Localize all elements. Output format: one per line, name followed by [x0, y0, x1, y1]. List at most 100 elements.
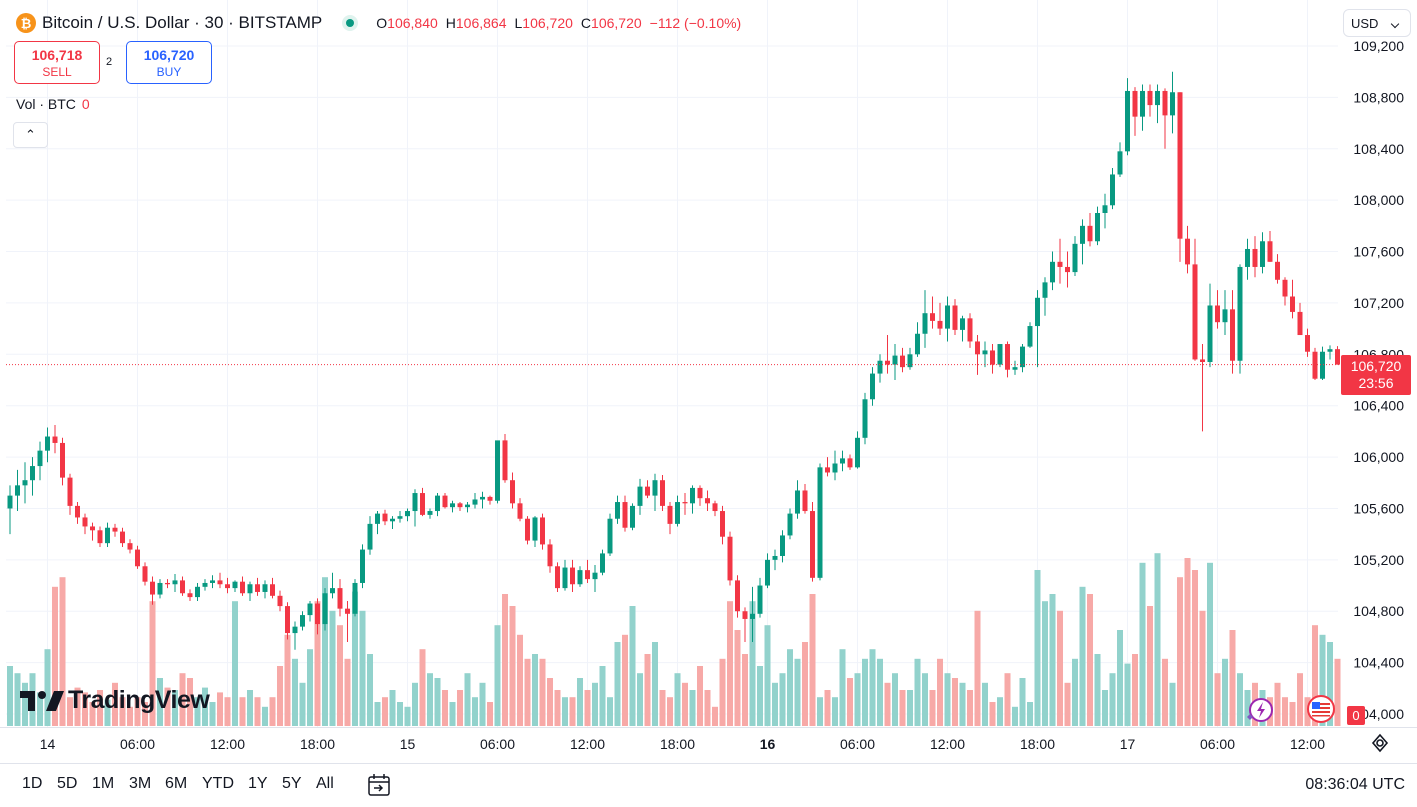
volume-bar: [442, 690, 448, 726]
candle-body: [1237, 266, 1243, 361]
volume-bar: [217, 692, 223, 726]
candle-body: [1065, 266, 1070, 273]
volume-bar: [982, 682, 988, 726]
timeframe-1m[interactable]: 1M: [92, 775, 115, 792]
volume-bar: [1132, 654, 1138, 726]
volume-bar: [937, 658, 943, 726]
volume-value-tag: 0: [1347, 706, 1365, 725]
price-tick-label: 107,200: [1353, 295, 1404, 311]
volume-bar: [89, 702, 96, 726]
volume-bar: [749, 601, 756, 726]
volume-bar: [989, 702, 996, 726]
candle-body: [127, 543, 133, 550]
candle-body: [532, 517, 538, 541]
tradingview-logo-icon: [20, 690, 64, 711]
volume-bar: [652, 642, 658, 726]
volume-legend[interactable]: Vol · BTC 0: [16, 96, 90, 112]
buy-button[interactable]: 106,720 BUY: [126, 41, 212, 84]
us-flag-icon[interactable]: [1307, 695, 1335, 723]
timeframe-1y[interactable]: 1Y: [248, 775, 268, 792]
volume-bar: [434, 678, 441, 726]
candle-body: [600, 553, 605, 573]
candle-body: [150, 581, 155, 595]
candle-body: [615, 502, 620, 519]
price-tick-label: 106,400: [1353, 398, 1404, 414]
candle-body: [67, 477, 73, 506]
bottom-toolbar: 1D 5D 1M 3M 6M YTD 1Y 5Y All 08:36:04 UT…: [0, 763, 1417, 807]
sell-button[interactable]: 106,718 SELL: [14, 41, 100, 84]
go-to-date-icon[interactable]: [366, 772, 392, 798]
volume-bar: [149, 601, 156, 726]
utc-clock[interactable]: 08:36:04 UTC: [1305, 776, 1405, 793]
candle-body: [720, 511, 725, 537]
volume-bar: [44, 649, 51, 726]
candle-body: [1050, 261, 1055, 283]
candle-body: [892, 355, 898, 365]
time-tick-label: 12:00: [1290, 736, 1325, 752]
candle-body: [112, 527, 118, 532]
symbol-header[interactable]: ₿ Bitcoin / U.S. Dollar · 30 · BITSTAMP …: [16, 12, 741, 34]
sell-label: SELL: [42, 65, 72, 79]
candle-body: [472, 499, 478, 505]
timeframe-all[interactable]: All: [316, 775, 334, 792]
timeframe-ytd[interactable]: YTD: [202, 775, 234, 792]
volume-bar: [682, 682, 688, 726]
lightning-icon[interactable]: [1244, 697, 1275, 723]
candle-body: [1312, 351, 1318, 379]
candle-body: [1290, 296, 1295, 312]
candle-body: [172, 580, 178, 585]
volume-bar: [419, 649, 426, 726]
volume-bar: [292, 658, 298, 726]
volume-bar: [397, 702, 403, 726]
timeframe-1d[interactable]: 1D: [22, 775, 43, 792]
candle-body: [930, 313, 935, 321]
volume-bar: [1094, 654, 1101, 726]
tradingview-logo-text: TradingView: [68, 686, 210, 714]
time-tick-label: 12:00: [210, 736, 245, 752]
volume-bar: [74, 687, 81, 726]
volume-bar: [637, 673, 643, 726]
volume-bar: [719, 658, 726, 726]
price-tick-label: 104,000: [1353, 706, 1404, 722]
candle-body: [90, 526, 95, 531]
candle-body: [247, 584, 253, 594]
currency-select[interactable]: USD: [1343, 9, 1411, 37]
timeframe-6m[interactable]: 6M: [165, 775, 188, 792]
market-status-icon[interactable]: [342, 15, 359, 31]
volume-bar: [1072, 658, 1078, 726]
volume-bar: [1124, 663, 1131, 726]
candles: [7, 71, 1340, 650]
candle-body: [1110, 174, 1115, 206]
candle-body: [75, 505, 80, 518]
settings-icon[interactable]: [1370, 733, 1390, 753]
volume-bar: [794, 658, 801, 726]
symbol-title[interactable]: Bitcoin / U.S. Dollar · 30 · BITSTAMP: [42, 13, 323, 32]
volume-bar: [854, 673, 861, 726]
volume-bar: [1282, 697, 1288, 726]
candle-body: [1072, 243, 1078, 273]
tradingview-logo[interactable]: TradingView: [20, 686, 210, 715]
volume-bar: [839, 649, 846, 726]
candle-body: [1305, 335, 1310, 352]
volume-bar: [269, 697, 276, 726]
timeframe-3m[interactable]: 3M: [129, 775, 152, 792]
volume-bar: [104, 699, 111, 726]
volume-bar: [1327, 642, 1333, 726]
volume-bar: [787, 649, 793, 726]
volume-bar: [1079, 586, 1086, 726]
volume-bar: [1117, 630, 1123, 726]
timeframe-5y[interactable]: 5Y: [282, 775, 302, 792]
volume-bar: [697, 666, 703, 726]
chevron-up-icon: ⌃: [25, 127, 36, 142]
volume-bar: [704, 690, 711, 726]
volume-bar: [389, 690, 396, 726]
volume-bar: [899, 690, 906, 726]
volume-bar: [262, 706, 268, 726]
candle-body: [517, 503, 523, 519]
price-tick-label: 104,400: [1353, 655, 1404, 671]
timeframe-5d[interactable]: 5D: [57, 775, 78, 792]
collapse-legend-button[interactable]: ⌃: [13, 122, 48, 148]
candle-body: [922, 313, 928, 334]
last-price-value: 106,720: [1350, 358, 1402, 374]
